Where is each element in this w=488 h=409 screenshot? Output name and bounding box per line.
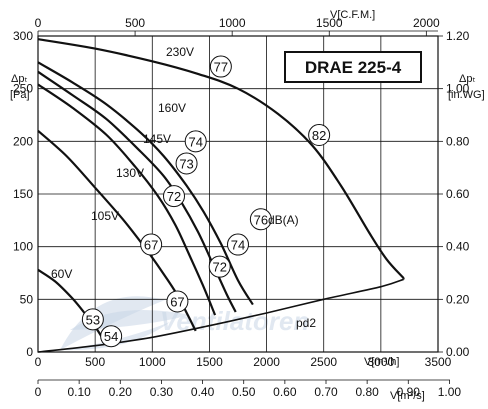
tick-x-m3s-3: 0.30 [150, 385, 174, 399]
sound-marker-circle [308, 124, 331, 147]
tick-x-cfm-0: 0 [35, 16, 42, 30]
chart-title: DRAE 225-4 [305, 58, 402, 77]
tick-x-cfm-2: 1000 [219, 16, 246, 30]
tick-x-m3h-2: 1000 [139, 355, 166, 369]
tick-x-cfm-1: 500 [125, 16, 145, 30]
sound-marker-label: 72 [167, 189, 181, 204]
tick-x-m3s-1: 0.10 [67, 385, 91, 399]
top-axis-label: V[C.F.M.] [330, 9, 375, 21]
tick-y-inwg-6: 1.20 [446, 29, 470, 43]
sound-marker-7: 74 [227, 233, 249, 256]
sound-marker-1: 82 [308, 124, 331, 147]
db-label: dB(A) [268, 213, 299, 227]
system-curve-pd2 [37, 278, 404, 353]
sound-marker-2: 74 [184, 130, 207, 153]
sound-markers: 77 82 74 73 72 76 67 74 72 67 53 54 [81, 55, 331, 348]
sound-marker-circle [209, 55, 232, 78]
sound-marker-label: 73 [179, 156, 193, 171]
fan-curve-230v [37, 38, 405, 280]
series-label-130v: 130V [116, 166, 144, 180]
tick-x-m3s-4: 0.40 [191, 385, 215, 399]
sound-marker-circle [166, 290, 189, 313]
right-axis-label-unit: [in.WG] [448, 89, 485, 101]
tick-x-m3s-9: 0.90 [397, 385, 421, 399]
bottom-axis-label-m3h: V[m³/h] [364, 356, 399, 368]
left-axis-label-unit: [Pa] [10, 89, 30, 101]
tick-x-m3s-7: 0.70 [314, 385, 338, 399]
tick-x-cfm-3: 1500 [316, 16, 343, 30]
series-label-60v: 60V [51, 267, 72, 281]
tick-x-m3s-5: 0.50 [232, 385, 256, 399]
title-box: DRAE 225-4 [284, 51, 422, 83]
series-label-160v: 160V [158, 101, 186, 115]
tick-y-pa-0: 0 [26, 345, 33, 359]
tick-y-inwg-2: 0.40 [446, 240, 470, 254]
right-axis-label-main: Δpₜ [459, 73, 476, 85]
tick-y-inwg-0: 0.00 [446, 345, 470, 359]
sound-marker-label: 74 [188, 134, 202, 149]
sound-marker-label: 67 [170, 294, 184, 309]
tick-x-m3h-7: 3500 [425, 355, 452, 369]
tick-x-m3h-6: 3000 [368, 355, 395, 369]
left-axis-label-main: Δpₜ [11, 73, 28, 85]
tick-y-pa-3: 150 [13, 187, 33, 201]
tick-y-inwg-3: 0.60 [446, 187, 470, 201]
sound-marker-label: 67 [144, 238, 158, 253]
sound-marker-label: 72 [212, 260, 226, 275]
sound-marker-4: 72 [163, 185, 185, 208]
sound-marker-label: 54 [104, 329, 118, 344]
sound-marker-circle [175, 152, 198, 175]
sound-marker-5: 76 [249, 208, 272, 231]
tick-x-cfm-4: 2000 [413, 16, 440, 30]
axis-ticks: 0 500 1000 1500 2000 2500 3000 3500050100150200… [13, 16, 470, 399]
sound-marker-label: 76 [254, 212, 268, 227]
tick-y-pa-5: 250 [13, 82, 33, 96]
sound-marker-9: 67 [166, 290, 189, 313]
bottom-axis-label-m3s: V[m³/s] [390, 390, 425, 402]
sound-marker-circle [227, 233, 249, 256]
pd2-label: pd2 [296, 316, 316, 330]
tick-y-inwg-1: 0.20 [446, 292, 470, 306]
sound-marker-0: 77 [209, 55, 232, 78]
tick-x-m3h-0: 0 [35, 355, 42, 369]
tick-y-pa-1: 50 [20, 292, 34, 306]
sound-marker-10: 53 [81, 308, 104, 331]
sound-marker-8: 72 [208, 255, 231, 278]
sound-marker-label: 82 [312, 128, 326, 143]
sound-marker-circle [100, 325, 123, 348]
sound-marker-3: 73 [175, 152, 198, 175]
tick-y-inwg-5: 1.00 [446, 82, 470, 96]
tick-y-pa-6: 300 [13, 29, 33, 43]
fan-curve-130v [37, 83, 217, 316]
tick-x-m3s-8: 0.80 [355, 385, 379, 399]
sound-marker-label: 74 [231, 238, 245, 253]
sound-marker-circle [163, 185, 185, 208]
tick-x-m3h-4: 2000 [253, 355, 280, 369]
sound-marker-label: 77 [214, 60, 228, 75]
tick-y-pa-4: 200 [13, 134, 33, 148]
sound-marker-6: 67 [140, 233, 163, 256]
tick-y-inwg-4: 0.80 [446, 134, 470, 148]
tick-x-m3h-3: 1500 [196, 355, 223, 369]
tick-x-m3h-5: 2500 [310, 355, 337, 369]
tick-x-m3s-6: 0.60 [273, 385, 297, 399]
sound-marker-circle [208, 255, 231, 278]
tick-x-m3h-1: 500 [85, 355, 105, 369]
tick-y-pa-2: 100 [13, 240, 33, 254]
sound-marker-circle [184, 130, 207, 153]
grid [37, 35, 439, 353]
tick-x-m3s-2: 0.20 [109, 385, 133, 399]
series-label-230v: 230V [166, 45, 194, 59]
series-label-105v: 105V [91, 209, 119, 223]
sound-marker-circle [249, 208, 272, 231]
tick-x-m3s-0: 0 [35, 385, 42, 399]
tick-x-m3s-10: 1.00 [438, 385, 462, 399]
sound-marker-label: 53 [86, 312, 100, 327]
sound-marker-11: 54 [100, 325, 123, 348]
sound-marker-circle [140, 233, 163, 256]
sound-marker-circle [81, 308, 104, 331]
series-label-145v: 145V [143, 132, 171, 146]
